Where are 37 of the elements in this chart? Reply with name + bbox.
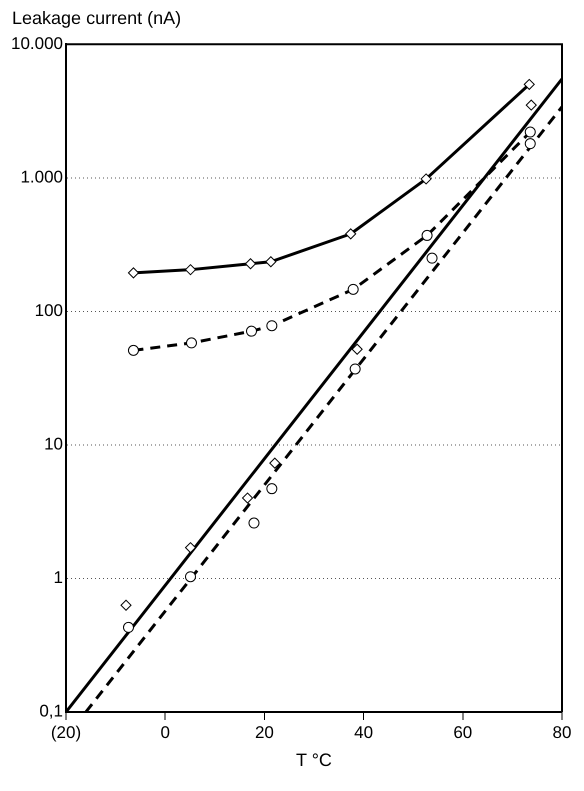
x-tick-label: 60 (453, 722, 472, 742)
point (186, 337, 197, 348)
point (128, 267, 139, 278)
y-tick-label: 1.000 (20, 167, 63, 186)
point (128, 344, 139, 356)
point (352, 344, 363, 355)
point (122, 622, 134, 633)
x-tick-label: 20 (254, 722, 274, 742)
point (246, 326, 257, 337)
point (266, 320, 278, 332)
point (426, 252, 438, 264)
point (345, 228, 356, 240)
x-tick-label: 80 (552, 722, 572, 742)
point (266, 483, 278, 494)
point (420, 173, 432, 184)
y-tick-label: 10 (44, 434, 63, 454)
y-tick-label: 10.000 (10, 34, 63, 53)
point (348, 284, 359, 295)
y-tick-label: 1 (54, 568, 63, 588)
point (422, 230, 433, 241)
point (524, 138, 536, 150)
point (184, 571, 196, 582)
x-tick-label: 0 (160, 722, 170, 742)
point (248, 518, 260, 529)
point (524, 126, 536, 138)
y-axis-title: Leakage current (nA) (12, 8, 182, 29)
y-tick-label: 0,1 (39, 702, 63, 721)
y-tick-label: 100 (34, 301, 63, 320)
x-tick-label: (20) (50, 722, 82, 742)
point (524, 78, 535, 90)
point (350, 363, 361, 374)
point (265, 256, 276, 268)
point (184, 264, 196, 276)
point (242, 492, 254, 504)
point (245, 258, 256, 270)
x-axis-title: T °C (296, 750, 332, 770)
x-tick-label: 40 (354, 722, 374, 742)
